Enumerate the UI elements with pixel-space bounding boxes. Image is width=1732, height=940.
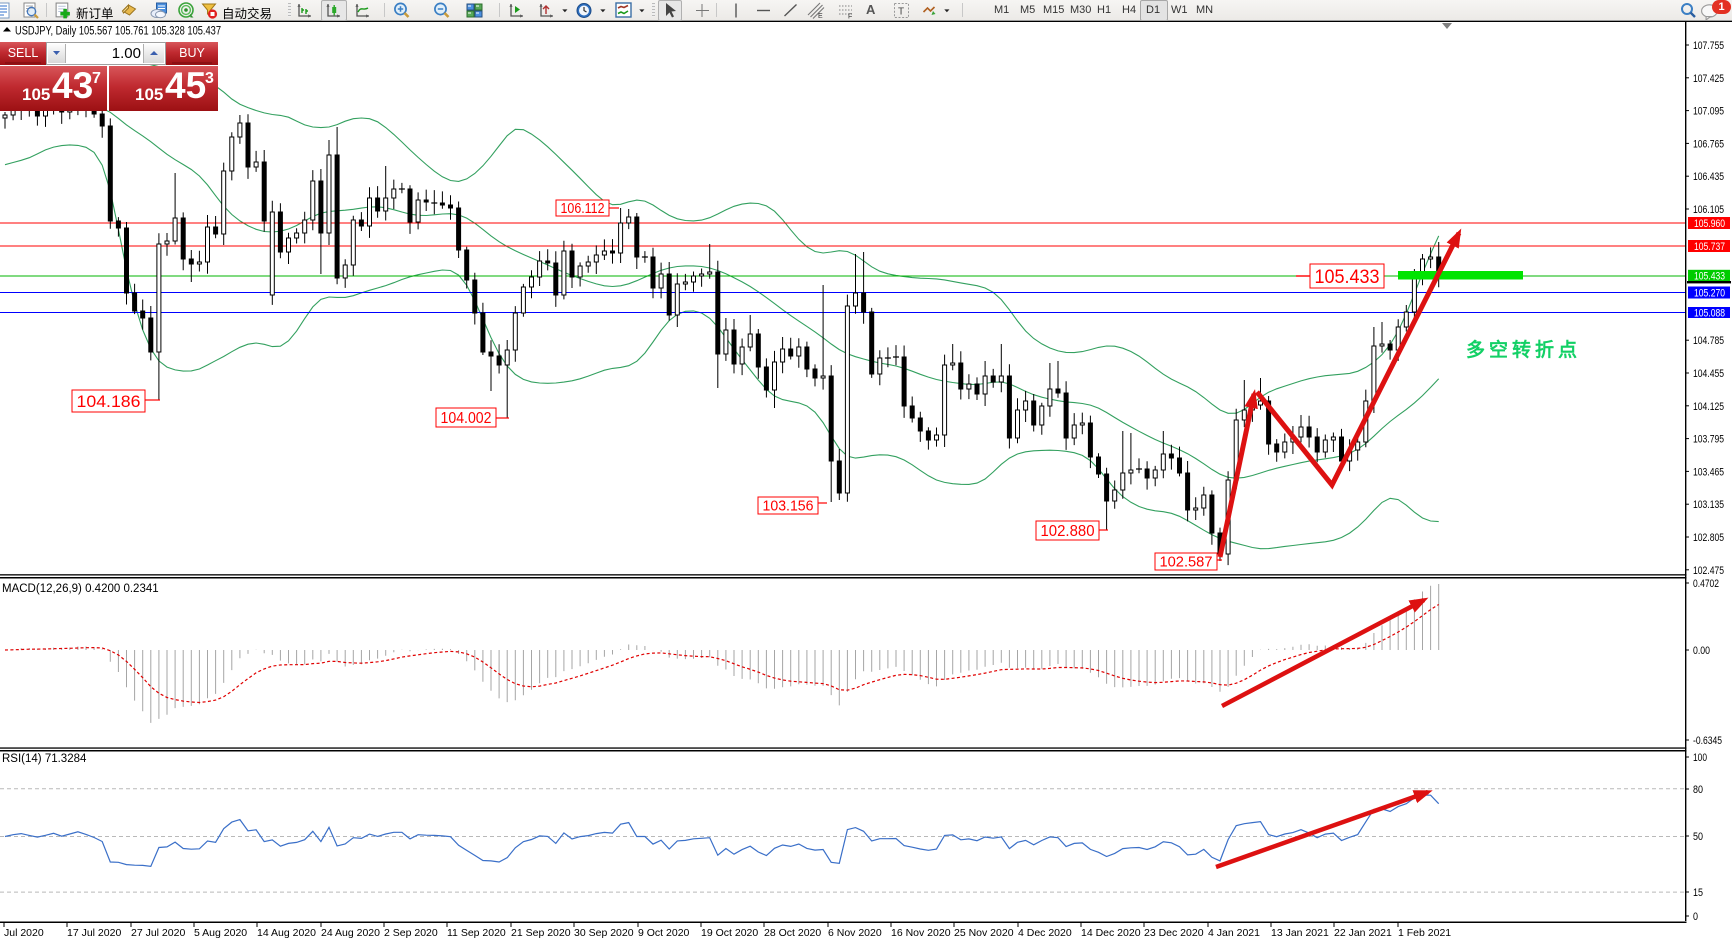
svg-text:107.095: 107.095	[1693, 106, 1724, 118]
svg-text:9 Oct 2020: 9 Oct 2020	[638, 927, 690, 939]
svg-text:2 Sep 2020: 2 Sep 2020	[384, 927, 438, 939]
svg-text:103.135: 103.135	[1693, 499, 1724, 511]
svg-text:102.880: 102.880	[1041, 523, 1095, 540]
svg-text:21 Sep 2020: 21 Sep 2020	[511, 927, 571, 939]
svg-text:T: T	[898, 7, 904, 18]
svg-text:102.805: 102.805	[1693, 532, 1724, 544]
svg-text:22 Jan 2021: 22 Jan 2021	[1334, 927, 1392, 939]
svg-text:104.186: 104.186	[77, 392, 141, 411]
svg-text:103.156: 103.156	[763, 499, 814, 515]
svg-text:0.00: 0.00	[1693, 645, 1710, 657]
svg-text:105.737: 105.737	[1694, 241, 1725, 253]
svg-text:50: 50	[1693, 831, 1703, 843]
svg-text:4 Dec 2020: 4 Dec 2020	[1018, 927, 1072, 939]
svg-text:103.795: 103.795	[1693, 434, 1724, 446]
svg-text:104.002: 104.002	[441, 410, 492, 427]
svg-text:107.425: 107.425	[1693, 73, 1724, 85]
svg-text:25 Nov 2020: 25 Nov 2020	[954, 927, 1014, 939]
svg-text:105.270: 105.270	[1694, 288, 1725, 300]
svg-text:RSI(14) 71.3284: RSI(14) 71.3284	[2, 753, 87, 765]
svg-text:0.4702: 0.4702	[1693, 578, 1719, 590]
svg-text:102.587: 102.587	[1160, 555, 1213, 571]
svg-text:11 Sep 2020: 11 Sep 2020	[447, 927, 506, 939]
svg-text:6 Nov 2020: 6 Nov 2020	[828, 927, 882, 939]
svg-text:17 Jul 2020: 17 Jul 2020	[67, 927, 121, 939]
svg-text:106.112: 106.112	[561, 201, 605, 217]
svg-text:105.088: 105.088	[1694, 308, 1725, 320]
svg-text:15: 15	[1693, 887, 1703, 899]
svg-text:103.465: 103.465	[1693, 466, 1724, 478]
svg-text:23 Dec 2020: 23 Dec 2020	[1144, 927, 1204, 939]
svg-text:102.475: 102.475	[1693, 565, 1724, 577]
svg-text:5 Aug 2020: 5 Aug 2020	[194, 927, 247, 939]
svg-text:104.785: 104.785	[1693, 335, 1724, 347]
svg-text:104.455: 104.455	[1693, 368, 1724, 380]
svg-text:MACD(12,26,9) 0.4200 0.2341: MACD(12,26,9) 0.4200 0.2341	[2, 583, 159, 595]
svg-text:14 Aug 2020: 14 Aug 2020	[257, 927, 316, 939]
svg-text:13 Jan 2021: 13 Jan 2021	[1271, 927, 1329, 939]
svg-text:105.433: 105.433	[1315, 266, 1380, 288]
svg-text:Jul 2020: Jul 2020	[4, 927, 44, 939]
svg-text:-0.6345: -0.6345	[1693, 735, 1722, 747]
svg-text:1 Feb 2021: 1 Feb 2021	[1398, 927, 1451, 939]
svg-text:106.765: 106.765	[1693, 138, 1724, 150]
svg-text:0: 0	[1693, 911, 1698, 923]
svg-text:106.105: 106.105	[1693, 204, 1724, 216]
svg-text:80: 80	[1693, 784, 1703, 796]
svg-text:27 Jul 2020: 27 Jul 2020	[131, 927, 185, 939]
svg-text:104.125: 104.125	[1693, 401, 1724, 413]
svg-text:14 Dec 2020: 14 Dec 2020	[1081, 927, 1141, 939]
svg-text:105.433: 105.433	[1694, 270, 1725, 282]
svg-text:19 Oct 2020: 19 Oct 2020	[701, 927, 758, 939]
svg-text:多空转折点: 多空转折点	[1466, 338, 1581, 361]
svg-text:106.435: 106.435	[1693, 171, 1724, 183]
svg-text:100: 100	[1693, 752, 1707, 764]
svg-text:30 Sep 2020: 30 Sep 2020	[574, 927, 634, 939]
svg-text:USDJPY, Daily 105.567 105.761: USDJPY, Daily 105.567 105.761 105.328 10…	[15, 26, 221, 38]
svg-text:28 Oct 2020: 28 Oct 2020	[764, 927, 821, 939]
svg-text:16 Nov 2020: 16 Nov 2020	[891, 927, 951, 939]
svg-text:107.755: 107.755	[1693, 40, 1724, 52]
svg-text:E: E	[818, 13, 823, 19]
svg-text:F: F	[848, 14, 852, 20]
svg-text:105.960: 105.960	[1694, 218, 1725, 230]
svg-text:24 Aug 2020: 24 Aug 2020	[321, 927, 380, 939]
svg-text:4 Jan 2021: 4 Jan 2021	[1208, 927, 1260, 939]
